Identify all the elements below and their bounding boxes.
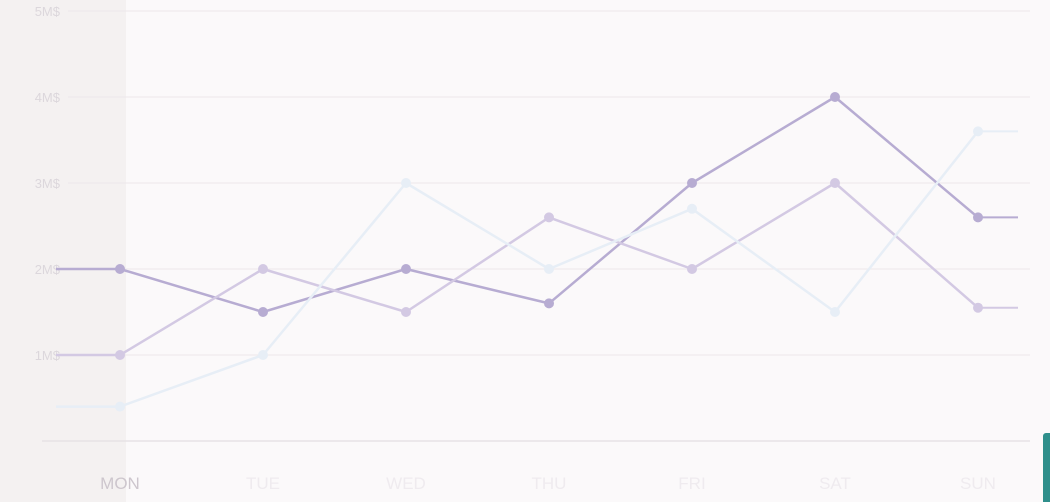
y-tick-label: 2M$ <box>35 262 61 277</box>
x-tick-label: WED <box>386 474 426 493</box>
data-point[interactable] <box>973 126 983 137</box>
series-3 <box>56 126 1018 412</box>
x-tick-label: SUN <box>960 474 996 493</box>
y-tick-label: 1M$ <box>35 348 61 363</box>
x-tick-label: FRI <box>678 474 705 493</box>
x-tick-label: SAT <box>819 474 851 493</box>
x-tick-label: MON <box>100 474 140 493</box>
data-point[interactable] <box>830 92 840 102</box>
series-lines <box>56 92 1018 412</box>
x-tick-label: TUE <box>246 474 280 493</box>
plot-overlay <box>126 0 1050 502</box>
data-point[interactable] <box>544 212 554 223</box>
data-point[interactable] <box>687 264 697 274</box>
x-axis-ticks: MON TUE WED THU FRI SAT SUN <box>100 474 996 493</box>
data-point[interactable] <box>830 178 840 188</box>
data-point[interactable] <box>544 264 554 274</box>
data-point[interactable] <box>544 298 554 309</box>
y-tick-label: 3M$ <box>35 176 61 191</box>
side-panel-tab[interactable] <box>1043 433 1050 502</box>
data-point[interactable] <box>115 264 125 274</box>
data-point[interactable] <box>258 350 268 360</box>
x-tick-label: THU <box>532 474 567 493</box>
data-point[interactable] <box>258 264 268 274</box>
data-point[interactable] <box>973 212 983 223</box>
data-point[interactable] <box>401 178 411 188</box>
y-axis-ticks: 1M$ 2M$ 3M$ 4M$ 5M$ <box>35 4 61 363</box>
series-1 <box>56 92 1018 317</box>
y-tick-label: 4M$ <box>35 90 61 105</box>
data-point[interactable] <box>401 307 411 317</box>
data-point[interactable] <box>115 401 125 412</box>
data-point[interactable] <box>401 264 411 274</box>
data-point[interactable] <box>687 178 697 188</box>
y-tick-label: 5M$ <box>35 4 61 19</box>
data-point[interactable] <box>830 307 840 317</box>
series-2 <box>56 178 1018 360</box>
data-point[interactable] <box>687 203 697 214</box>
data-point[interactable] <box>258 307 268 317</box>
data-point[interactable] <box>115 350 125 360</box>
data-point[interactable] <box>973 302 983 313</box>
